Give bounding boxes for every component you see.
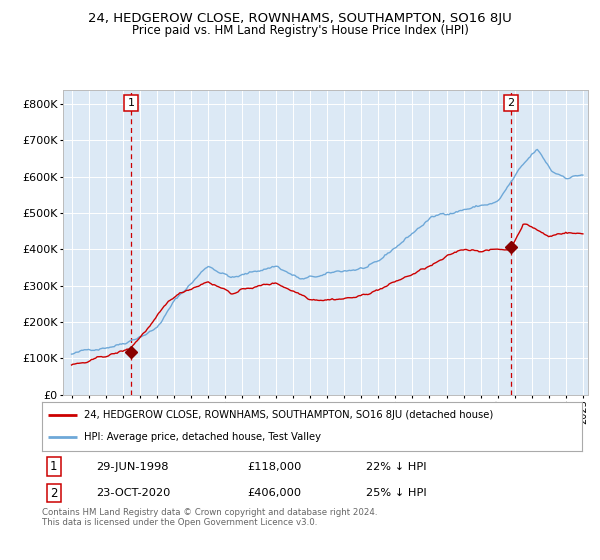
- Text: 29-JUN-1998: 29-JUN-1998: [96, 462, 169, 472]
- Text: 24, HEDGEROW CLOSE, ROWNHAMS, SOUTHAMPTON, SO16 8JU (detached house): 24, HEDGEROW CLOSE, ROWNHAMS, SOUTHAMPTO…: [84, 410, 493, 420]
- Text: 24, HEDGEROW CLOSE, ROWNHAMS, SOUTHAMPTON, SO16 8JU: 24, HEDGEROW CLOSE, ROWNHAMS, SOUTHAMPTO…: [88, 12, 512, 25]
- Text: Price paid vs. HM Land Registry's House Price Index (HPI): Price paid vs. HM Land Registry's House …: [131, 24, 469, 36]
- Text: £406,000: £406,000: [247, 488, 301, 498]
- Text: Contains HM Land Registry data © Crown copyright and database right 2024.
This d: Contains HM Land Registry data © Crown c…: [42, 508, 377, 528]
- Text: HPI: Average price, detached house, Test Valley: HPI: Average price, detached house, Test…: [84, 432, 321, 442]
- Text: 23-OCT-2020: 23-OCT-2020: [96, 488, 170, 498]
- Text: 25% ↓ HPI: 25% ↓ HPI: [366, 488, 427, 498]
- Text: 2: 2: [508, 99, 515, 108]
- Text: 22% ↓ HPI: 22% ↓ HPI: [366, 462, 427, 472]
- Text: 1: 1: [128, 99, 134, 108]
- Text: 2: 2: [50, 487, 58, 500]
- Text: £118,000: £118,000: [247, 462, 302, 472]
- Text: 1: 1: [50, 460, 58, 473]
